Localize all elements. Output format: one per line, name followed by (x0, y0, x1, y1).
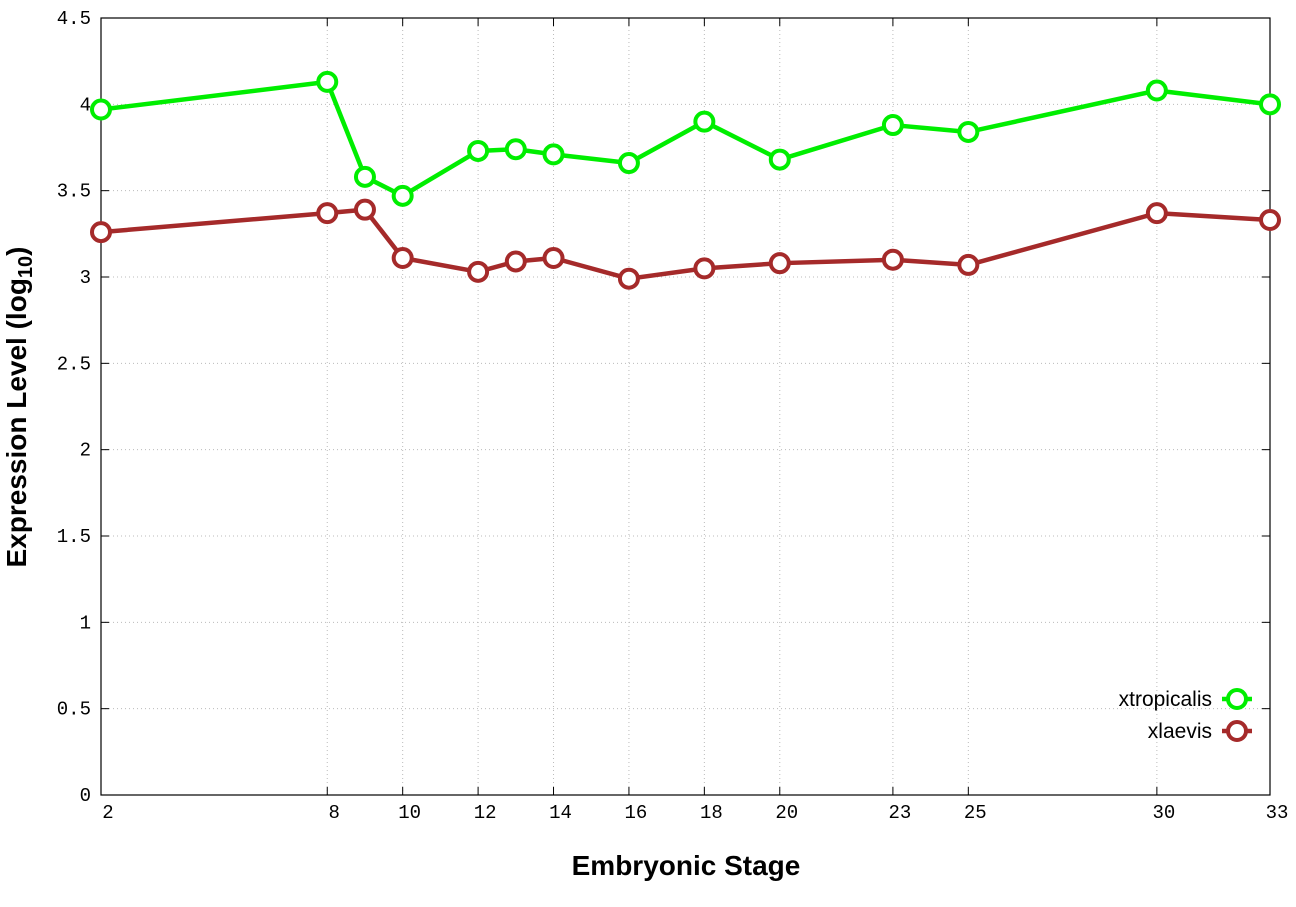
data-point (542, 247, 565, 270)
x-tick-label: 33 (1266, 802, 1289, 824)
y-label-text: Expression Level (log (1, 278, 32, 567)
data-point (542, 143, 565, 166)
data-point (90, 98, 112, 121)
data-point (1145, 202, 1168, 225)
x-tick-label: 25 (964, 802, 987, 824)
data-point (90, 221, 112, 244)
plot-frame (100, 17, 1271, 796)
x-axis-label: Embryonic Stage (572, 850, 801, 881)
data-point (881, 248, 904, 271)
x-tick-label: 23 (888, 802, 911, 824)
y-tick-label: 1 (80, 612, 91, 634)
data-point (504, 250, 527, 273)
data-point (504, 138, 527, 161)
x-tick-label: 20 (775, 802, 798, 824)
data-point (1259, 209, 1281, 232)
x-tick-label: 14 (549, 802, 572, 824)
x-tick-label: 30 (1152, 802, 1175, 824)
y-label-sub: 10 (15, 256, 37, 278)
x-tick-label: 8 (329, 802, 340, 824)
legend-marker (1226, 720, 1248, 742)
data-point (467, 260, 490, 283)
x-tick-label: 10 (398, 802, 421, 824)
data-point (391, 247, 414, 270)
y-tick-label: 3.5 (57, 181, 91, 203)
data-point (316, 70, 339, 93)
data-point (957, 253, 980, 276)
y-tick-label: 2.5 (57, 353, 91, 375)
data-point (391, 184, 414, 207)
data-point (957, 120, 980, 143)
legend-label: xtropicalis (1119, 688, 1212, 711)
data-point (693, 110, 716, 133)
series-line (100, 79, 1271, 199)
data-point (316, 202, 339, 225)
x-tick-label: 16 (625, 802, 648, 824)
y-tick-label: 2 (80, 440, 91, 462)
legend-label: xlaevis (1148, 720, 1212, 743)
data-point (1145, 79, 1168, 102)
y-axis-label: Expression Level (log10) (1, 247, 37, 568)
data-point (1259, 93, 1281, 116)
x-tick-label: 18 (700, 802, 723, 824)
data-point (353, 165, 376, 188)
y-label-end: ) (1, 247, 32, 256)
y-tick-label: 3 (80, 267, 91, 289)
data-point (617, 152, 640, 175)
data-point (467, 139, 490, 162)
data-point (617, 267, 640, 290)
data-point (768, 148, 791, 171)
x-tick-label: 2 (102, 802, 113, 824)
data-point (353, 198, 376, 221)
data-point (768, 252, 791, 275)
y-tick-label: 1.5 (57, 526, 91, 548)
y-tick-label: 4 (80, 94, 91, 116)
x-tick-label: 12 (474, 802, 497, 824)
y-tick-label: 4.5 (57, 8, 91, 30)
y-tick-label: 0 (80, 785, 91, 807)
series-line (100, 207, 1271, 281)
legend-marker (1226, 688, 1248, 710)
data-point (881, 114, 904, 137)
y-tick-label: 0.5 (57, 699, 91, 721)
data-point (693, 257, 716, 280)
